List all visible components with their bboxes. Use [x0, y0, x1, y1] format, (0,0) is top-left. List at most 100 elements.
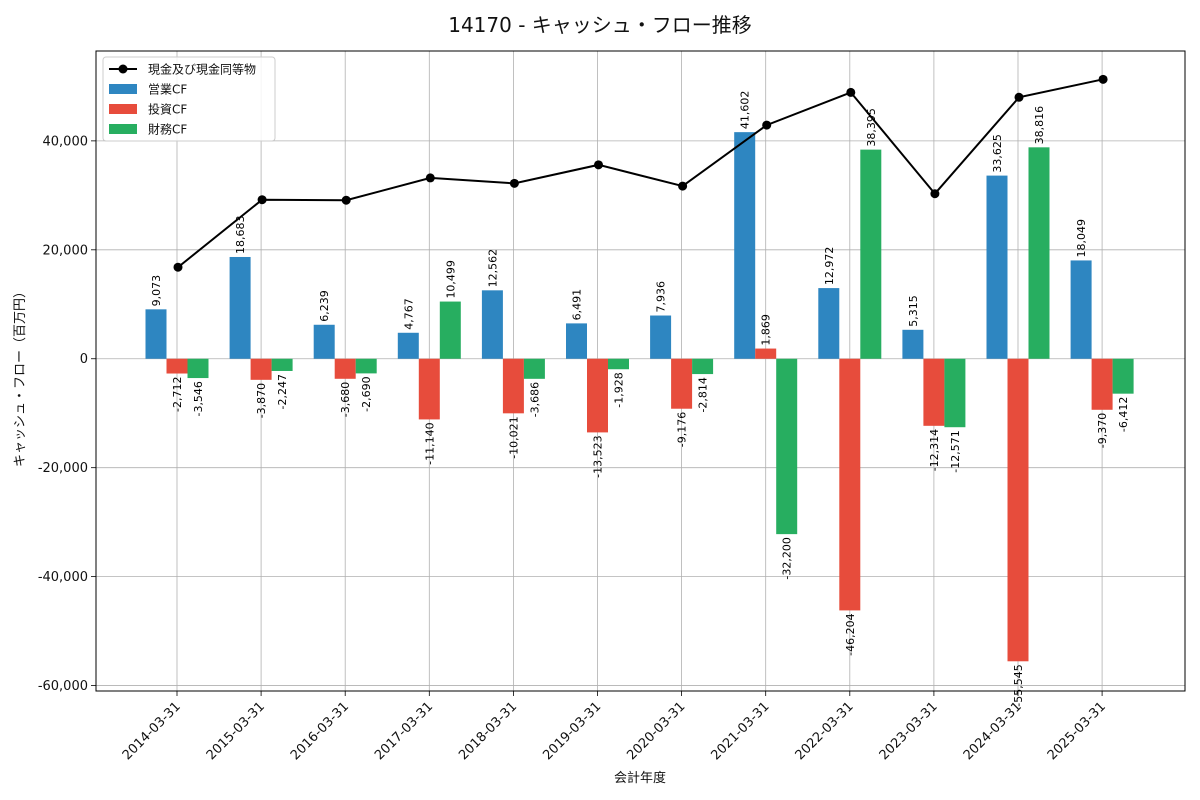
bar — [1112, 358, 1134, 394]
bar — [1070, 260, 1092, 359]
cash-line-point — [1098, 74, 1108, 84]
bar-data-label: -3,546 — [192, 381, 205, 416]
chart-title: 14170 - キャッシュ・フロー推移 — [448, 13, 752, 37]
bar — [439, 301, 461, 359]
y-tick-label: 40,000 — [43, 134, 89, 149]
bar — [229, 256, 251, 359]
y-tick-label: -40,000 — [38, 570, 88, 585]
bar-data-label: 7,936 — [655, 281, 668, 313]
bar — [755, 348, 777, 359]
legend-bar-swatch — [109, 124, 137, 134]
bar-data-label: -55,545 — [1012, 664, 1025, 706]
bar-data-label: -11,140 — [423, 422, 436, 464]
bar-data-label: 38,395 — [865, 108, 878, 147]
bar-data-label: 12,972 — [823, 247, 836, 286]
bar-data-label: -46,204 — [844, 613, 857, 655]
bar — [1028, 147, 1050, 359]
y-tick-label: 0 — [80, 352, 88, 367]
y-tick-label: 20,000 — [43, 243, 89, 258]
cash-line-point — [846, 87, 856, 97]
bar — [523, 358, 545, 379]
bar — [250, 358, 272, 380]
bar-data-label: 6,239 — [318, 290, 331, 322]
bar — [481, 290, 503, 359]
x-tick-label: 2018-03-31 — [456, 699, 520, 763]
x-tick-label: 2016-03-31 — [288, 699, 352, 763]
x-tick-label: 2014-03-31 — [120, 699, 184, 763]
y-axis-label: キャッシュ・フロー（百万円） — [13, 285, 28, 467]
bar — [166, 358, 188, 374]
y-tick-label: -20,000 — [38, 461, 88, 476]
bar — [418, 358, 440, 420]
bar-data-label: 18,683 — [234, 215, 247, 254]
legend-box — [102, 56, 276, 142]
bar-data-label: -9,370 — [1096, 413, 1109, 448]
bar-data-label: -13,523 — [592, 435, 605, 477]
legend-label: 営業CF — [148, 83, 187, 97]
bar-data-label: 18,049 — [1075, 219, 1088, 258]
bar — [145, 309, 167, 359]
cash-line-point — [425, 173, 435, 183]
bar — [587, 358, 608, 433]
bar — [1007, 358, 1029, 662]
x-tick-label: 2019-03-31 — [540, 699, 604, 763]
bar-data-label: 4,767 — [402, 298, 415, 330]
bar-data-label: -12,571 — [949, 430, 962, 472]
bar-data-label: 5,315 — [907, 295, 920, 327]
x-tick-label: 2023-03-31 — [877, 699, 941, 763]
plot-frame — [95, 50, 1186, 692]
bar — [692, 358, 714, 375]
x-tick-label: 2025-03-31 — [1045, 699, 1109, 763]
cash-line-point — [341, 195, 351, 205]
bar — [923, 358, 945, 426]
cash-line-point — [173, 262, 183, 272]
bar-data-label: -32,200 — [781, 537, 794, 579]
bar — [313, 324, 335, 359]
bar-data-label: 33,625 — [991, 134, 1004, 173]
bar — [608, 358, 629, 370]
bar — [839, 358, 861, 611]
x-tick-label: 2020-03-31 — [624, 699, 688, 763]
bar — [944, 358, 966, 428]
x-tick-label: 2015-03-31 — [204, 699, 268, 763]
bar — [671, 358, 693, 409]
x-tick-label: 2022-03-31 — [793, 699, 857, 763]
bar-data-label: 41,602 — [739, 91, 752, 130]
bar-data-label: -3,680 — [339, 382, 352, 417]
cash-line-point — [257, 195, 267, 205]
bar — [986, 175, 1008, 359]
bar — [1091, 358, 1113, 410]
bar-data-label: 9,073 — [150, 275, 163, 307]
bar-data-label: -2,690 — [360, 376, 373, 411]
cash-line-point — [930, 189, 940, 199]
bar-data-label: 38,816 — [1033, 106, 1046, 145]
bar — [187, 358, 209, 379]
bar — [271, 358, 293, 371]
y-tick-label: -60,000 — [38, 679, 88, 694]
bar — [776, 358, 798, 535]
bar-data-label: -3,870 — [255, 383, 268, 418]
legend-bar-swatch — [109, 104, 137, 114]
plot-area — [96, 51, 1185, 691]
cash-line-point — [509, 178, 519, 188]
bar-data-label: -10,021 — [507, 416, 520, 458]
x-tick-label: 2024-03-31 — [961, 699, 1025, 763]
bar — [502, 358, 524, 414]
bar-data-label: -9,176 — [676, 412, 689, 447]
x-axis-label: 会計年度 — [614, 770, 666, 786]
legend-label: 現金及び現金同等物 — [148, 62, 256, 77]
bar-data-label: -2,247 — [276, 374, 289, 409]
bar — [734, 132, 756, 359]
cash-line-point — [678, 181, 688, 191]
bar-data-label: 10,499 — [444, 260, 457, 299]
bar-data-label: -6,412 — [1117, 397, 1130, 432]
bar-data-label: 1,869 — [760, 314, 773, 346]
x-tick-label: 2021-03-31 — [708, 699, 772, 763]
bar-data-label: -2,814 — [697, 377, 710, 412]
bar — [650, 315, 672, 359]
bar-data-label: -12,314 — [928, 429, 941, 471]
bar — [334, 358, 356, 379]
